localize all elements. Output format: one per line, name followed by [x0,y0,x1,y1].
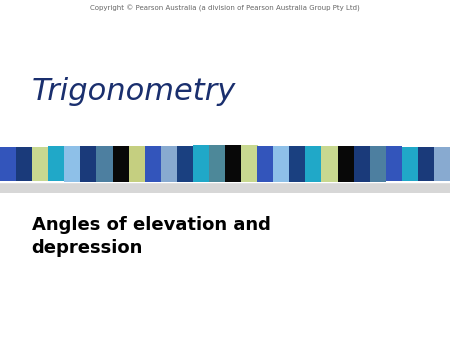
Bar [289,146,306,182]
Bar [434,147,450,181]
Bar [193,145,209,183]
Bar [32,147,49,181]
Bar [161,146,177,182]
Text: Trigonometry: Trigonometry [32,77,236,106]
Bar [96,146,113,182]
Bar [0,147,17,181]
Bar [64,146,81,182]
Bar [354,146,370,182]
Bar [273,146,290,182]
Bar [177,146,194,182]
Bar [338,146,354,182]
Bar [209,145,225,183]
Bar [129,146,145,182]
Bar [402,147,419,181]
Bar [321,146,338,182]
Bar [306,146,322,182]
Bar [418,147,434,181]
Polygon shape [0,183,450,193]
Bar [386,146,402,182]
Bar [241,145,257,183]
Bar [225,145,242,183]
Bar [81,146,97,182]
Bar [144,146,161,182]
Bar [48,146,65,182]
Bar [112,146,129,182]
Text: Copyright © Pearson Australia (a division of Pearson Australia Group Pty Ltd): Copyright © Pearson Australia (a divisio… [90,5,360,12]
Bar [16,147,32,181]
Bar [369,146,386,182]
Text: Angles of elevation and
depression: Angles of elevation and depression [32,216,270,257]
Bar [257,146,274,182]
